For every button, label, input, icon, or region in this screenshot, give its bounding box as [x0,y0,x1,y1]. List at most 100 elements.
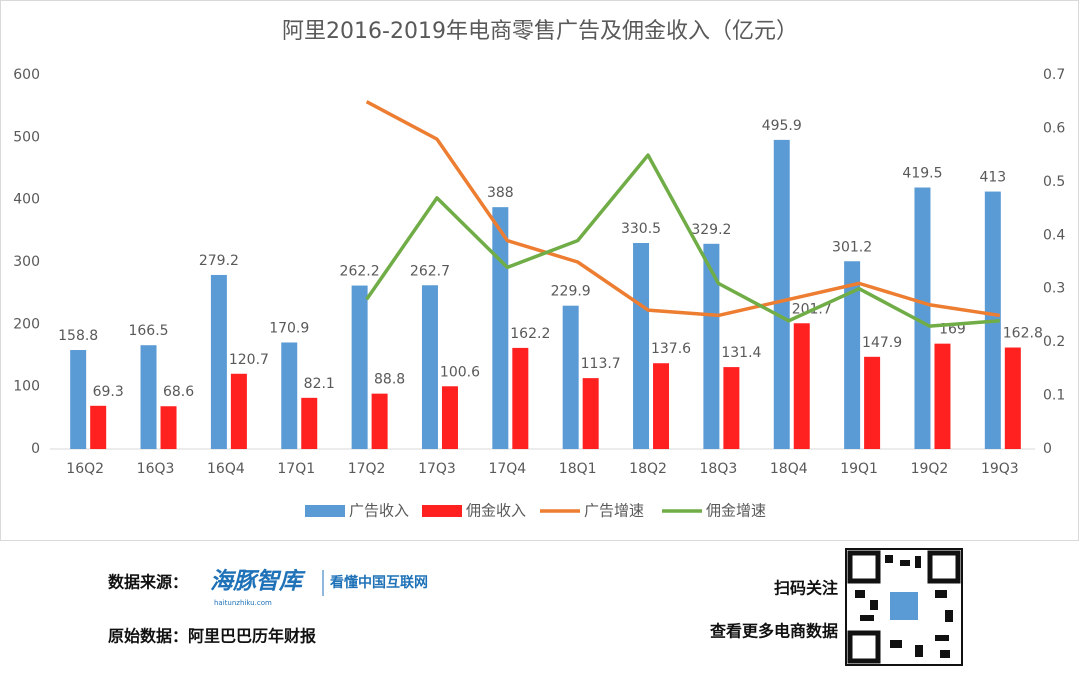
data-label: 330.5 [621,221,661,237]
logo-url: haitunzhiku.com [214,599,272,607]
line [365,100,1001,318]
data-label: 131.4 [721,345,761,361]
bar [441,386,458,449]
data-label: 162.8 [1003,326,1043,342]
chart-frame [0,0,1079,541]
bar [653,363,670,449]
data-label: 279.2 [199,253,239,269]
scan-text: 扫码关注 [774,579,838,598]
x-tick-label: 18Q2 [629,461,667,477]
bar [301,397,318,449]
y2-tick-label: 0.7 [1043,67,1065,83]
bar [90,405,107,449]
bar [723,367,740,449]
y-tick-label: 200 [13,316,40,332]
logo-slogan: 看懂中国互联网 [329,574,428,591]
bar [703,243,720,449]
data-label: 137.6 [651,341,691,357]
bar [1004,347,1021,449]
data-label: 229.9 [551,284,591,300]
bar [773,139,790,449]
x-tick-label: 17Q2 [348,461,386,477]
legend-swatch [422,505,462,517]
x-tick-label: 16Q2 [66,461,104,477]
data-label: 166.5 [128,323,168,339]
qr-code [845,548,963,666]
x-tick-label: 18Q1 [559,461,597,477]
x-tick-label: 16Q4 [207,461,245,477]
y-tick-label: 600 [13,67,40,83]
bar [351,285,368,449]
legend-label: 广告增速 [584,502,644,520]
data-label: 120.7 [229,352,269,368]
bar [70,350,87,449]
y-tick-label: 500 [13,129,40,145]
y2-tick-label: 0.6 [1043,120,1065,136]
data-label: 262.7 [410,263,450,279]
data-label: 495.9 [762,118,802,134]
data-label: 100.6 [440,364,480,380]
legend-label: 佣金收入 [466,502,526,520]
data-label: 113.7 [581,356,621,372]
y2-tick-label: 0.3 [1043,281,1065,297]
data-label: 88.8 [374,372,405,388]
data-label: 82.1 [304,376,335,392]
data-label: 388 [487,185,514,201]
x-tick-label: 16Q3 [137,461,175,477]
chart-title: 阿里2016-2019年电商零售广告及佣金收入（亿元） [282,19,798,44]
data-label: 69.3 [93,384,124,400]
x-tick-label: 17Q4 [488,461,526,477]
source-label: 数据来源： [108,573,188,592]
logo: 海豚智库 [210,569,306,595]
bar [793,323,810,449]
x-tick-label: 19Q2 [911,461,949,477]
bar [582,378,599,449]
bar [281,342,298,449]
legend-label: 广告收入 [349,502,409,520]
origin: 原始数据：阿里巴巴历年财报 [108,627,316,646]
bar [844,261,861,449]
bar [914,187,931,450]
bar [934,343,951,449]
y-tick-label: 100 [13,379,40,395]
data-label: 158.8 [58,328,98,344]
bar [421,285,438,449]
bar [230,373,247,449]
line [365,153,1000,328]
data-label: 170.9 [269,320,309,336]
data-label: 329.2 [691,222,731,238]
data-label: 419.5 [902,166,942,182]
y-tick-label: 0 [31,441,40,457]
bar [140,345,157,449]
x-tick-label: 17Q3 [418,461,456,477]
y2-tick-label: 0.2 [1043,334,1065,350]
data-label: 68.6 [163,384,194,400]
data-label: 301.2 [832,239,872,255]
data-label: 413 [979,170,1006,186]
bar [633,242,650,449]
y2-tick-label: 0.5 [1043,174,1065,190]
legend-swatch [305,505,345,517]
data-label: 262.2 [340,264,380,280]
x-tick-label: 18Q3 [700,461,738,477]
bar [864,356,881,449]
y2-tick-label: 0 [1043,441,1052,457]
y2-tick-label: 0.1 [1043,388,1065,404]
data-label: 147.9 [862,335,902,351]
data-label: 162.2 [510,326,550,342]
bar [562,305,579,449]
y2-tick-label: 0.4 [1043,227,1065,243]
bar [492,207,509,449]
y-tick-label: 300 [13,254,40,270]
bar [160,406,177,449]
legend-label: 佣金增速 [706,502,766,520]
x-tick-label: 18Q4 [770,461,808,477]
x-tick-label: 19Q3 [981,461,1019,477]
y-tick-label: 400 [13,192,40,208]
x-tick-label: 19Q1 [840,461,878,477]
x-tick-label: 17Q1 [277,461,315,477]
bar [371,393,388,449]
bar [512,347,529,449]
bar [210,274,227,449]
